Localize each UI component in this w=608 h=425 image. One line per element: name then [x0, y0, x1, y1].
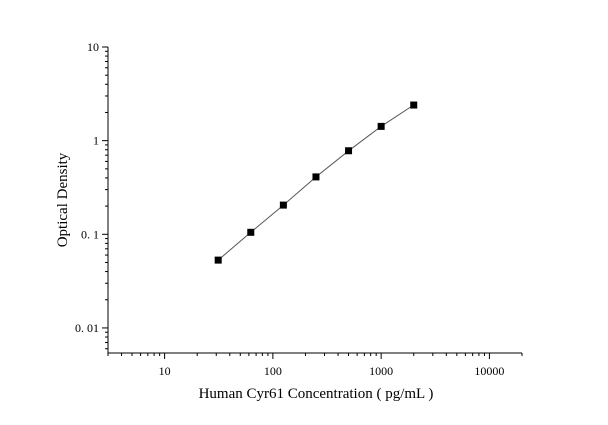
x-tick-label: 10 [159, 364, 171, 378]
data-point [279, 201, 287, 209]
chart-axes [107, 47, 522, 354]
data-point [247, 228, 255, 236]
data-point [410, 101, 418, 109]
data-point [312, 173, 320, 181]
y-tick-label: 10 [87, 40, 99, 54]
x-tick-label: 1000 [369, 364, 393, 378]
data-point [377, 122, 385, 130]
x-tick-label: 10000 [474, 364, 504, 378]
chart-series [214, 101, 418, 264]
data-point [345, 147, 353, 155]
y-tick-label: 1 [93, 134, 99, 148]
x-axis-ticks: 10 100 1000 10000 [107, 353, 523, 378]
x-tick-label: 100 [264, 364, 282, 378]
data-point [214, 256, 222, 264]
x-axis-label: Human Cyr61 Concentration ( pg/mL ) [199, 386, 434, 402]
y-tick-label: 0. 1 [81, 227, 99, 241]
y-axis-ticks: 0. 01 0. 1 1 10 [75, 40, 108, 350]
y-axis-label: Optical Density [55, 152, 71, 247]
y-tick-label: 0. 01 [75, 321, 99, 335]
